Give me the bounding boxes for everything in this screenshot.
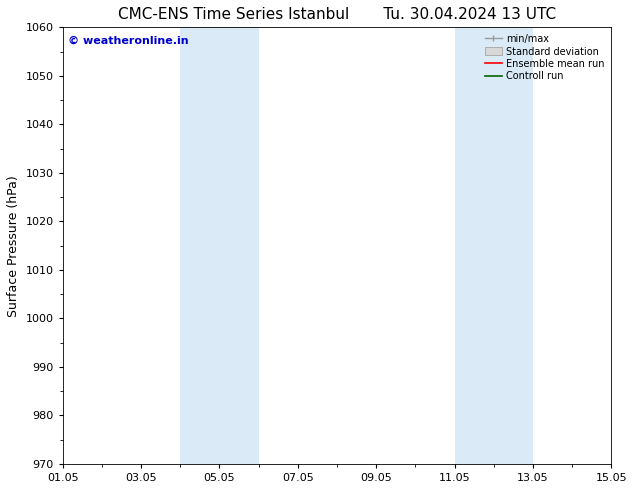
Bar <box>180 27 259 464</box>
Title: CMC-ENS Time Series Istanbul       Tu. 30.04.2024 13 UTC: CMC-ENS Time Series Istanbul Tu. 30.04.2… <box>118 7 556 22</box>
Text: © weatheronline.in: © weatheronline.in <box>68 36 189 46</box>
Y-axis label: Surface Pressure (hPa): Surface Pressure (hPa) <box>7 175 20 317</box>
Legend: min/max, Standard deviation, Ensemble mean run, Controll run: min/max, Standard deviation, Ensemble me… <box>482 32 606 83</box>
Bar <box>455 27 533 464</box>
